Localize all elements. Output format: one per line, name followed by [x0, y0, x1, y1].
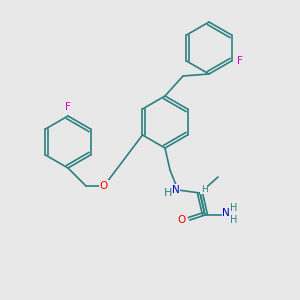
Text: O: O — [178, 215, 186, 225]
Text: H: H — [230, 203, 238, 213]
Text: H: H — [201, 184, 207, 194]
Text: H: H — [230, 215, 238, 225]
Text: O: O — [100, 181, 108, 191]
Text: N: N — [172, 185, 180, 195]
Text: F: F — [65, 102, 71, 112]
Text: F: F — [237, 56, 242, 66]
Text: H: H — [164, 188, 172, 198]
Text: N: N — [222, 208, 230, 218]
